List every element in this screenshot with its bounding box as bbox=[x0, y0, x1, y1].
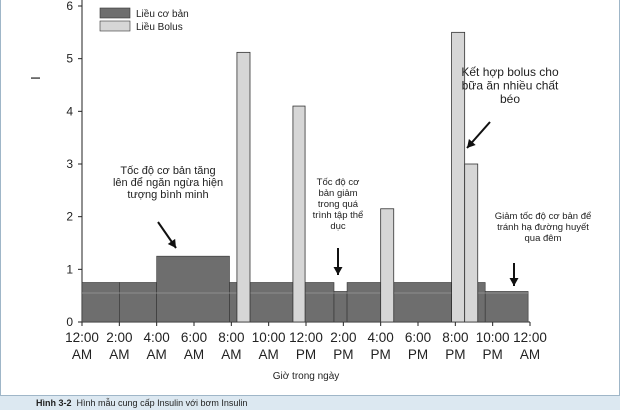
x-tick-label: AM bbox=[259, 347, 279, 362]
annotation-arrowhead bbox=[509, 278, 519, 286]
y-tick-label: 5 bbox=[66, 52, 73, 66]
y-tick-label: 4 bbox=[66, 104, 73, 118]
caption-text: Hình mẫu cung cấp Insulin với bơm Insuli… bbox=[76, 398, 248, 408]
x-tick-label: 8:00 bbox=[442, 330, 468, 345]
bolus-bar bbox=[380, 208, 395, 323]
x-tick-label: PM bbox=[296, 347, 316, 362]
x-tick-label: AM bbox=[72, 347, 92, 362]
basal-step-bar bbox=[484, 291, 529, 323]
basal-step-bar bbox=[156, 255, 230, 323]
caption-label: Hình 3-2 bbox=[36, 398, 72, 408]
legend-label: Liều Bolus bbox=[136, 21, 183, 33]
bolus-bar bbox=[292, 105, 306, 323]
basal-step-bar bbox=[119, 282, 157, 323]
x-tick-label: PM bbox=[333, 347, 353, 362]
annotation-text: béo bbox=[500, 92, 520, 106]
x-tick-label: 2:00 bbox=[330, 330, 356, 345]
y-tick-label: 0 bbox=[66, 315, 73, 329]
y-tick-label: 3 bbox=[66, 157, 73, 171]
annotation-arrowhead bbox=[467, 139, 476, 148]
x-tick-label: 4:00 bbox=[144, 330, 170, 345]
y-tick-label: 6 bbox=[66, 0, 73, 13]
bolus-bar bbox=[236, 51, 251, 323]
y-axis-label: I bbox=[28, 76, 43, 80]
insulin-chart: 0 1 2 3 4 5 6 I 12:00 AM 2:00 AM 4:00 AM 6:00 AM 8:00 AM 1… bbox=[28, 0, 592, 382]
x-tick-label: 4:00 bbox=[368, 330, 394, 345]
annotation-arrowhead bbox=[333, 267, 343, 275]
basal-step-bar bbox=[477, 282, 486, 323]
x-tick-label: AM bbox=[221, 347, 241, 362]
legend-label: Liều cơ bản bbox=[136, 8, 189, 20]
figure-caption: Hình 3-2 Hình mẫu cung cấp Insulin với b… bbox=[0, 395, 620, 410]
frame-left-rule bbox=[0, 0, 1, 410]
annotation-text: trình tập thể bbox=[313, 210, 364, 221]
x-tick-label: AM bbox=[109, 347, 129, 362]
legend-swatch bbox=[99, 7, 131, 19]
basal-step-bar bbox=[346, 282, 452, 323]
x-tick-label: PM bbox=[445, 347, 465, 362]
x-tick-label: 6:00 bbox=[181, 330, 207, 345]
x-tick-label: AM bbox=[147, 347, 167, 362]
annotation-text: bản giảm bbox=[318, 188, 357, 199]
x-tick-label: 2:00 bbox=[106, 330, 132, 345]
annotation-text: qua đêm bbox=[525, 233, 562, 244]
annotation-text: Kết hợp bolus cho bbox=[461, 65, 559, 79]
x-tick-label: AM bbox=[520, 347, 540, 362]
annotation-text: bữa ăn nhiều chất bbox=[462, 79, 559, 93]
annotation-text: lên để ngăn ngừa hiện bbox=[113, 177, 223, 189]
annotation-text: Tốc độ cơ bản tăng bbox=[120, 165, 215, 177]
x-tick-label: PM bbox=[483, 347, 503, 362]
annotation-text: Tốc độ cơ bbox=[317, 177, 360, 188]
x-tick-label: 12:00 bbox=[65, 330, 99, 345]
y-tick-label: 2 bbox=[66, 210, 73, 224]
x-tick-label: AM bbox=[184, 347, 204, 362]
legend-swatch bbox=[99, 20, 131, 32]
x-tick-label: 12:00 bbox=[513, 330, 547, 345]
x-tick-label: 6:00 bbox=[405, 330, 431, 345]
annotation-text: tượng bình minh bbox=[127, 189, 208, 201]
x-tick-label: PM bbox=[371, 347, 391, 362]
annotation-text: trong quá bbox=[318, 199, 359, 210]
y-tick-label: 1 bbox=[66, 262, 73, 276]
x-tick-label: 12:00 bbox=[289, 330, 323, 345]
x-tick-label: PM bbox=[408, 347, 428, 362]
bolus-bar bbox=[464, 163, 479, 323]
annotation-text: Giảm tốc độ cơ bản để bbox=[495, 211, 592, 222]
x-tick-label: 10:00 bbox=[476, 330, 510, 345]
x-tick-label: 8:00 bbox=[218, 330, 244, 345]
x-axis-label: Giờ trong ngày bbox=[273, 371, 340, 382]
annotation-text: dục bbox=[330, 221, 346, 232]
basal-step-bar bbox=[333, 291, 348, 323]
annotation-arrowhead bbox=[167, 238, 176, 248]
x-tick-label: 10:00 bbox=[252, 330, 286, 345]
annotation-text: tránh hạ đường huyết bbox=[497, 222, 589, 233]
basal-step-bar bbox=[81, 282, 120, 323]
